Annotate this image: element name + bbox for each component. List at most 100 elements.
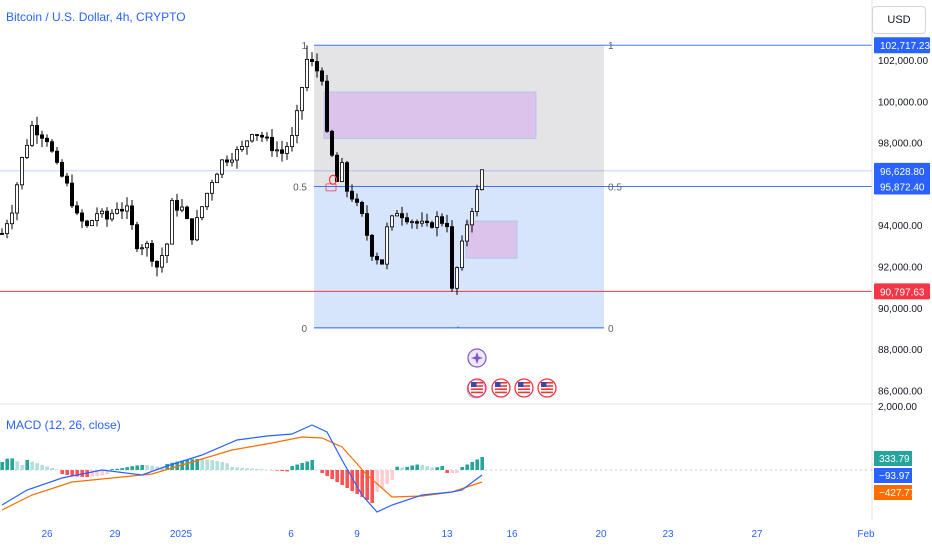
candle-body bbox=[5, 223, 10, 234]
macd-histogram-bar bbox=[340, 470, 344, 485]
candle bbox=[304, 45, 309, 92]
price-tick: 88,000.00 bbox=[878, 345, 923, 356]
chart-title[interactable]: Bitcoin / U.S. Dollar, 4h, CRYPTO bbox=[6, 10, 186, 24]
candle bbox=[224, 155, 229, 166]
macd-histogram-bar bbox=[325, 470, 329, 476]
candle bbox=[149, 240, 154, 267]
currency-button[interactable]: USD bbox=[872, 6, 926, 34]
candle bbox=[469, 207, 474, 233]
macd-line bbox=[1, 424, 483, 513]
candle bbox=[279, 140, 284, 162]
macd-histogram-bar bbox=[130, 466, 134, 470]
time-axis[interactable]: 26 29 2025 6 9 13 16 20 23 27 Feb bbox=[41, 529, 875, 540]
macd-histogram-bar bbox=[75, 470, 79, 477]
macd-histogram-bar bbox=[365, 470, 369, 500]
candle-body bbox=[424, 220, 429, 224]
us-flag-icon[interactable] bbox=[491, 378, 511, 398]
candle-body bbox=[219, 159, 224, 175]
macd-histogram-bar bbox=[255, 469, 259, 470]
candle-body bbox=[284, 146, 289, 154]
candle-body bbox=[309, 59, 314, 62]
candle bbox=[434, 211, 439, 237]
candle-body bbox=[169, 200, 174, 245]
fib-box-lower[interactable] bbox=[314, 186, 604, 328]
candle-body bbox=[105, 210, 110, 220]
macd-histogram-bar bbox=[285, 470, 289, 472]
candle bbox=[334, 152, 339, 182]
macd-histogram-bar bbox=[460, 467, 464, 470]
candle-body bbox=[14, 184, 19, 214]
candle bbox=[324, 75, 329, 133]
candle bbox=[24, 139, 29, 159]
candle-body bbox=[115, 208, 120, 214]
macd-histogram-bar bbox=[320, 470, 324, 473]
macd-histogram-bar bbox=[175, 461, 179, 470]
macd-histogram-bar bbox=[0, 462, 4, 470]
price-label-text: 95,872.40 bbox=[880, 183, 925, 194]
candle bbox=[159, 247, 164, 273]
candle-body bbox=[249, 134, 254, 142]
candle bbox=[374, 252, 379, 265]
candle bbox=[239, 140, 244, 152]
candle-body bbox=[304, 59, 309, 88]
macd-histogram-bar bbox=[215, 461, 219, 470]
event-star-icon[interactable] bbox=[467, 348, 487, 368]
candle bbox=[14, 182, 19, 221]
candle-body bbox=[224, 159, 229, 163]
price-label-fib-level bbox=[874, 178, 930, 195]
candle-body bbox=[474, 189, 479, 212]
candle bbox=[214, 172, 219, 183]
candle bbox=[454, 266, 459, 295]
candle bbox=[60, 159, 65, 178]
macd-histogram-bar bbox=[70, 470, 74, 476]
candle bbox=[364, 205, 369, 241]
time-tick: 16 bbox=[506, 529, 518, 540]
lower-zone[interactable] bbox=[465, 220, 518, 259]
us-flag-icon[interactable] bbox=[514, 378, 534, 398]
macd-title[interactable]: MACD (12, 26, close) bbox=[6, 418, 121, 432]
candle bbox=[229, 153, 234, 167]
candle bbox=[125, 197, 130, 220]
macd-histogram-bar bbox=[35, 463, 39, 470]
upper-zone[interactable] bbox=[323, 91, 537, 139]
macd-histogram-bar bbox=[280, 470, 284, 471]
candle bbox=[409, 219, 414, 229]
macd-histogram-bar bbox=[230, 467, 234, 470]
macd-histogram-bar bbox=[5, 458, 9, 470]
candle bbox=[174, 193, 179, 217]
candle-body bbox=[184, 206, 189, 220]
candle-body bbox=[179, 206, 184, 211]
price-label-text: 102,717.23 bbox=[880, 41, 930, 52]
candle-body bbox=[294, 110, 299, 136]
candle-body bbox=[209, 182, 214, 194]
candles-layer bbox=[0, 45, 484, 295]
candle bbox=[284, 141, 289, 160]
macd-histogram-bar bbox=[220, 462, 224, 470]
time-tick: 2025 bbox=[170, 529, 193, 540]
marker-box bbox=[325, 183, 337, 192]
macd-histogram-bar bbox=[440, 465, 444, 470]
price-tick: 102,000.00 bbox=[878, 56, 928, 67]
candle-body bbox=[459, 240, 464, 269]
time-tick: 6 bbox=[288, 529, 294, 540]
candle-body bbox=[244, 140, 249, 147]
candle-body bbox=[319, 70, 324, 82]
candle bbox=[95, 207, 100, 227]
price-axis[interactable]: 102,000.00 100,000.00 98,000.00 94,000.00 92… bbox=[874, 37, 930, 500]
macd-histogram-bar bbox=[95, 470, 99, 477]
macd-histogram-bar bbox=[430, 467, 434, 470]
events-layer[interactable] bbox=[325, 174, 557, 399]
us-flag-icon[interactable] bbox=[537, 378, 557, 398]
candle bbox=[264, 132, 269, 142]
us-flag-icon[interactable] bbox=[466, 378, 487, 399]
candle bbox=[115, 202, 120, 215]
candle-body bbox=[134, 224, 139, 250]
time-tick: Feb bbox=[857, 529, 875, 540]
macd-histogram-bar bbox=[355, 470, 359, 494]
candle-body bbox=[129, 205, 134, 226]
macd-histogram-bar bbox=[260, 469, 264, 470]
candle-body bbox=[354, 198, 359, 203]
candle-body bbox=[374, 255, 379, 261]
price-label-alert-line bbox=[874, 283, 930, 300]
